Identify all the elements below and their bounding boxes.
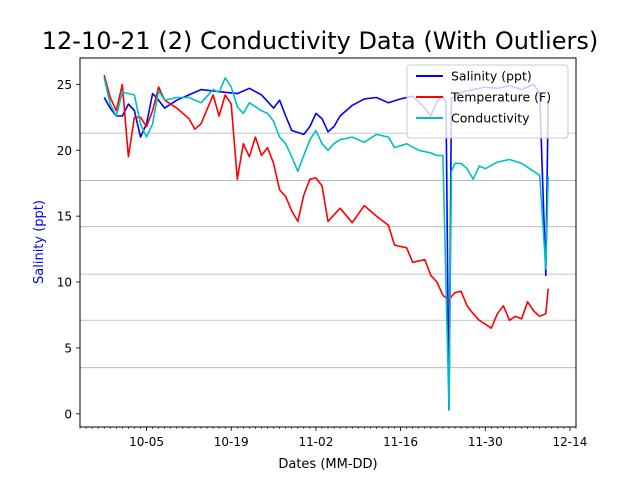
y-tick-label: 10 (57, 276, 72, 290)
series-line-2 (103, 74, 549, 329)
grid-lines (80, 132, 576, 369)
legend-label: Conductivity (451, 111, 530, 126)
legend: Salinity (ppt) Temperature (F) Conductivit… (406, 64, 569, 139)
x-tick-label: 11-02 (298, 435, 333, 449)
chart-title: 12-10-21 (2) Conductivity Data (With Out… (42, 27, 598, 55)
y-axis: 0 5 10 15 20 25 (57, 78, 80, 421)
y-tick-label: 15 (57, 210, 72, 224)
legend-label: Salinity (ppt) (451, 69, 532, 84)
y-tick-label: 0 (64, 407, 72, 421)
x-tick-label: 11-30 (468, 435, 503, 449)
y-axis-label: Salinity (ppt) (32, 200, 47, 284)
legend-box (406, 64, 569, 139)
legend-label: Temperature (F) (450, 90, 551, 105)
series-line-3 (103, 77, 549, 411)
y-tick-label: 20 (57, 144, 72, 158)
y-tick-label: 5 (64, 341, 72, 355)
x-tick-label: 10-19 (214, 435, 249, 449)
x-tick-label: 11-16 (383, 435, 418, 449)
x-tick-label: 10-05 (129, 435, 164, 449)
x-axis: 10-05 10-19 11-02 11-16 11-30 12-14 (79, 427, 588, 449)
y-tick-label: 25 (57, 78, 72, 92)
x-axis-label: Dates (MM-DD) (278, 457, 377, 472)
x-tick-label: 12-14 (553, 435, 588, 449)
